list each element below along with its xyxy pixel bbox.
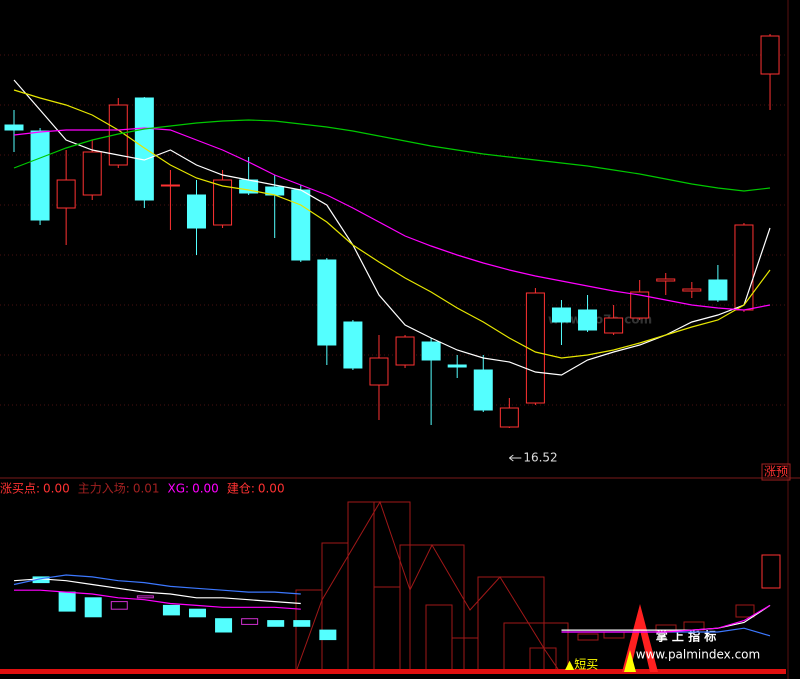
indicator-bar <box>188 608 206 618</box>
ma-line <box>13 89 771 359</box>
logo-mark-inner <box>624 650 636 672</box>
baseline-band <box>0 669 786 674</box>
candle-body <box>82 151 102 196</box>
candle-body <box>551 307 571 323</box>
indicator-bar <box>110 601 128 610</box>
legend-name: 建仓: <box>227 482 255 496</box>
ma-line <box>13 578 771 631</box>
indicator-bar <box>267 620 285 627</box>
badge: 涨预 <box>764 464 788 479</box>
low-label: 16.52 <box>523 451 557 465</box>
logo-url: www.palmindex.com <box>636 648 760 662</box>
candle-body <box>473 369 493 411</box>
candle-body <box>760 35 780 75</box>
candle-body <box>656 278 676 282</box>
grid <box>0 54 788 406</box>
badge-box <box>761 463 791 481</box>
indicator-bar <box>58 591 76 612</box>
candle-body <box>160 184 180 187</box>
candle-body <box>213 179 233 226</box>
candle-body <box>369 357 389 386</box>
legend-value: 0.01 <box>133 482 160 496</box>
candle-body <box>499 407 519 428</box>
candle-body <box>56 179 76 209</box>
candle-body <box>134 97 154 201</box>
legend-value: 0.00 <box>43 482 70 496</box>
legend-value: 0.00 <box>192 482 219 496</box>
candle-body <box>421 341 441 361</box>
candle-body <box>30 130 50 221</box>
candle-body <box>682 288 702 292</box>
candle-body <box>525 292 545 404</box>
candle-body <box>447 364 467 368</box>
ma-line <box>14 589 771 633</box>
candle-body <box>317 259 337 346</box>
legend-name: 主力入场: <box>78 482 130 496</box>
candle-body <box>4 124 24 131</box>
ma-line <box>13 79 771 376</box>
indicator-bar <box>319 629 337 641</box>
candle-body <box>708 279 728 301</box>
candle-body <box>578 309 598 331</box>
low-arrow <box>509 454 522 462</box>
candle-body <box>186 194 206 229</box>
candle-body <box>343 321 363 369</box>
legend-name: 涨买点: <box>0 481 40 496</box>
indicator-bar <box>162 604 180 616</box>
red-boxes <box>295 500 781 673</box>
legend-name: XG: <box>168 482 190 496</box>
indicator-bar <box>215 618 233 633</box>
candle-body <box>604 317 624 334</box>
signal: ▲短买 <box>565 658 598 672</box>
ma-line <box>13 119 771 192</box>
ma-line <box>13 127 771 311</box>
candle-body <box>108 104 128 166</box>
watermark: www.Go7o.com <box>548 313 652 327</box>
indicator-bar <box>136 595 154 599</box>
candle-body <box>291 189 311 261</box>
indicator-bar <box>241 618 259 625</box>
candle-body <box>395 336 415 366</box>
indicator-bar <box>293 620 311 627</box>
indicator-bar <box>84 597 102 618</box>
legend-value: 0.00 <box>258 482 285 496</box>
candle-body <box>630 291 650 319</box>
